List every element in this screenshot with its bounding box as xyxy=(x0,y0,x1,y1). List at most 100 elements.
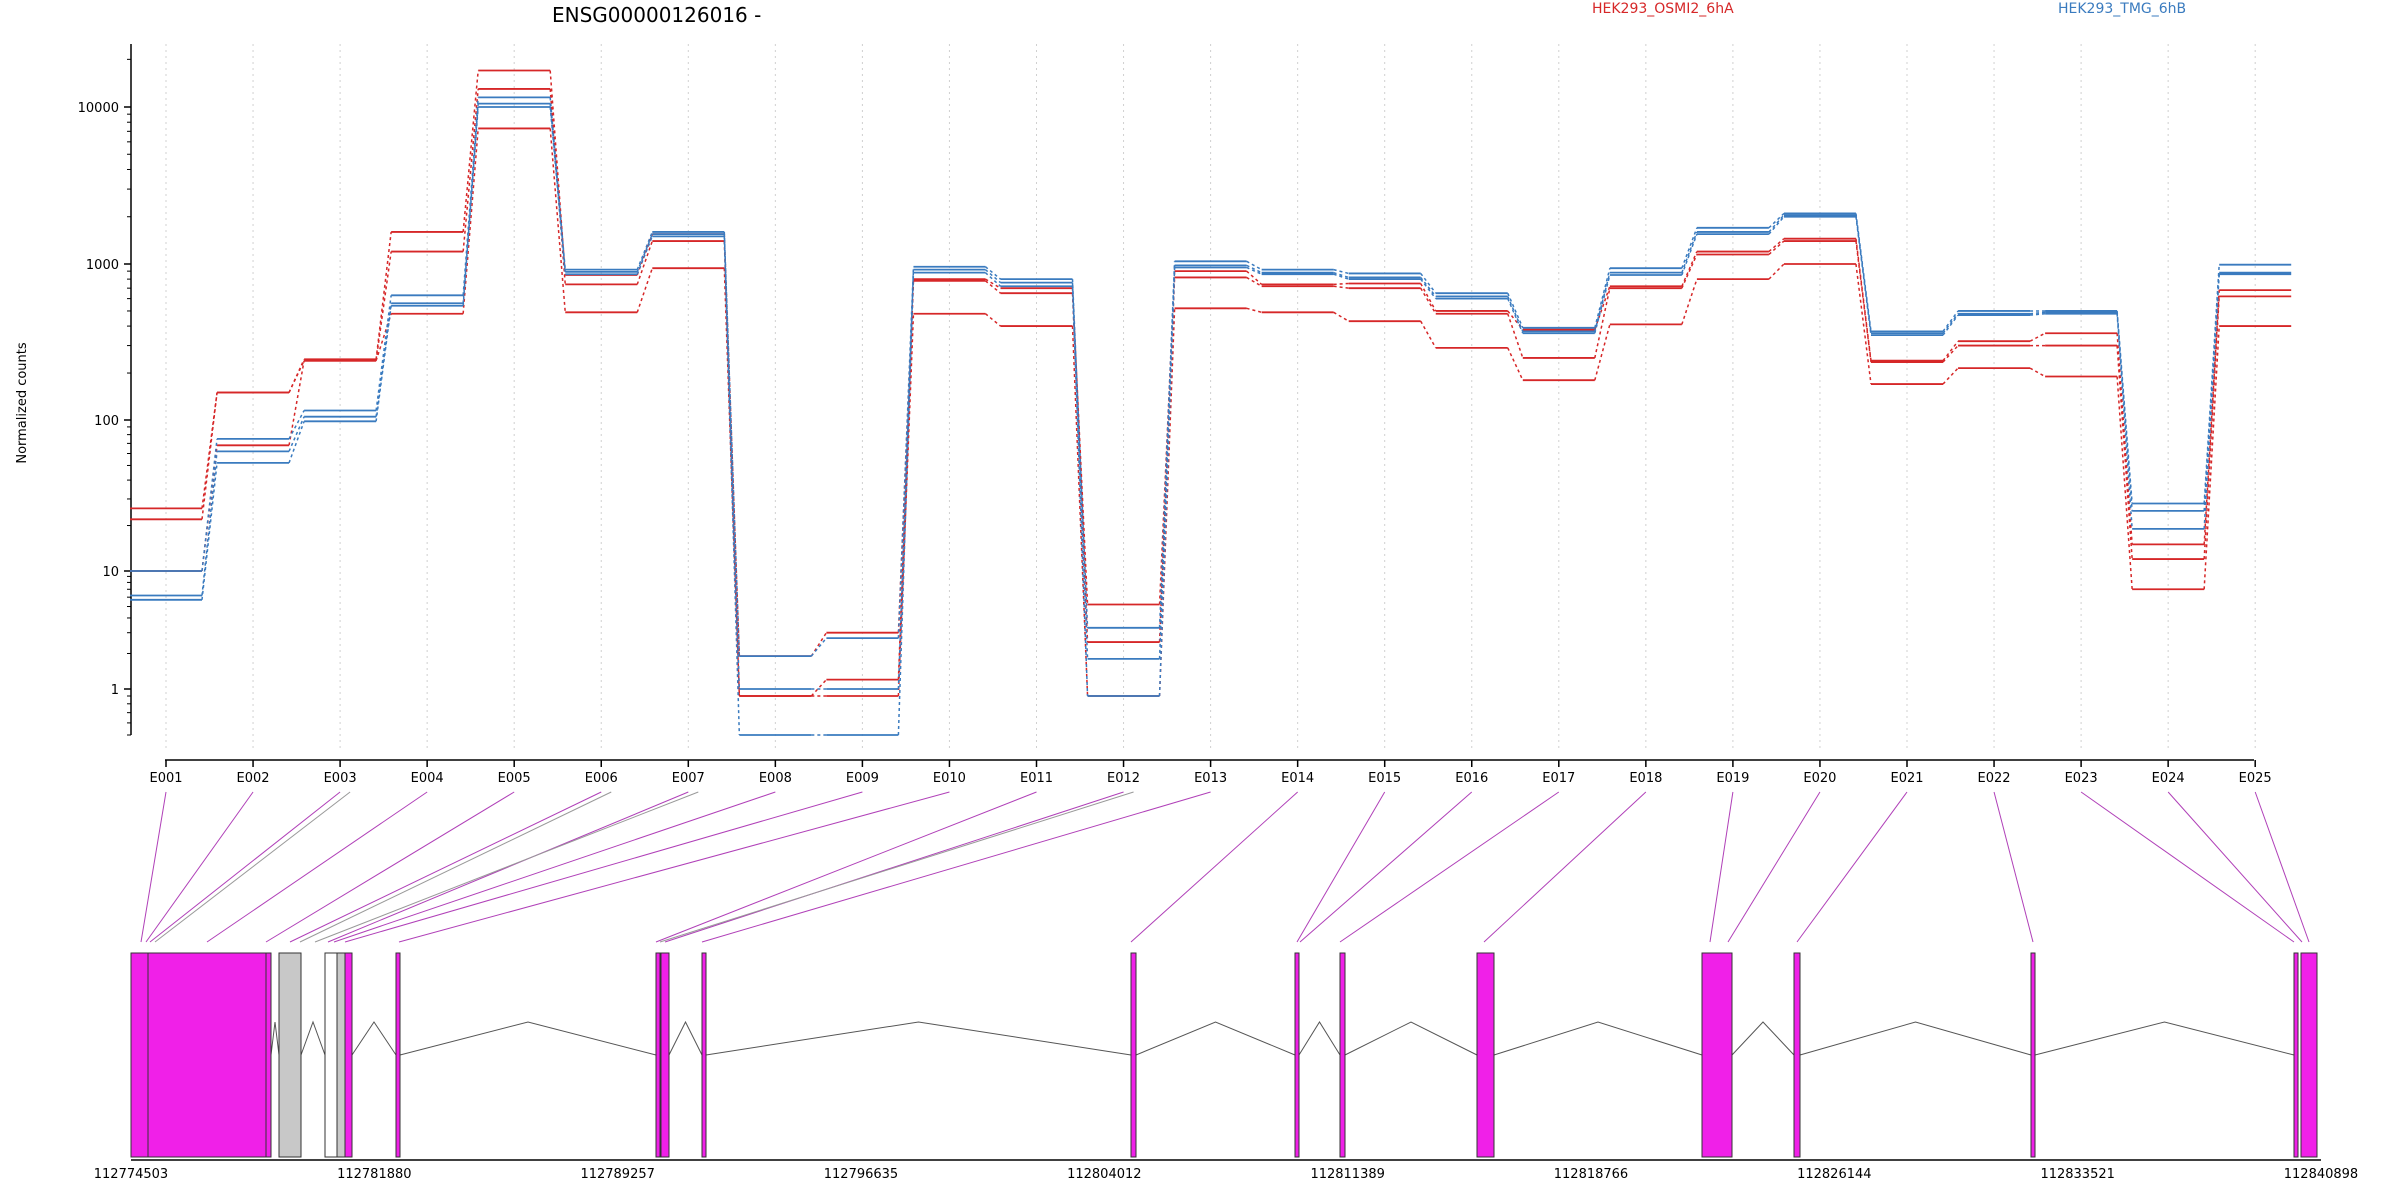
genomic-coordinate-axis: 112774503 112781880 112789257 112796635 1128… xyxy=(94,1159,2358,1182)
connector-e015 xyxy=(1296,791,1386,943)
intron-connector xyxy=(351,1021,397,1056)
x-tick-label-e023: E023 xyxy=(2065,771,2098,786)
transition-segment xyxy=(1071,279,1089,628)
transition-segment xyxy=(1681,251,1698,287)
transition-segment xyxy=(288,416,305,452)
transition-segment xyxy=(1246,260,1263,271)
transition-segment xyxy=(984,266,1001,280)
coordinate-tick-label: 112781880 xyxy=(337,1167,411,1182)
transition-segment xyxy=(1942,310,1959,332)
coordinate-tick-label: 112789257 xyxy=(580,1167,654,1182)
transition-segment xyxy=(288,360,305,446)
connector-other-feature xyxy=(314,791,699,943)
transition-segment xyxy=(1855,216,1872,336)
x-tick-label-e007: E007 xyxy=(672,771,705,786)
transition-segment xyxy=(1681,278,1698,325)
transition-segment xyxy=(1768,263,1785,280)
coordinate-tick-label: 112774503 xyxy=(94,1167,168,1182)
transition-segment xyxy=(636,236,653,275)
x-tick-label-e019: E019 xyxy=(1716,771,1749,786)
exon-block xyxy=(395,952,401,1158)
transition-segment xyxy=(723,236,741,736)
legend-entry-tmg: HEK293_TMG_6hB xyxy=(2058,1,2186,17)
connector-e001 xyxy=(140,791,167,943)
connector-e025 xyxy=(2254,791,2310,943)
transition-segment xyxy=(2116,333,2133,545)
coordinate-tick-label: 112840898 xyxy=(2284,1167,2358,1182)
transition-segment xyxy=(1333,268,1349,275)
transition-segment xyxy=(1507,313,1524,359)
y-tick-label: 10 xyxy=(102,565,119,580)
transition-segment xyxy=(1942,345,1959,363)
transition-segment xyxy=(1942,340,1959,362)
transition-segment xyxy=(1681,233,1698,276)
transition-segment xyxy=(1507,292,1524,329)
chart-title: ENSG00000126016 - xyxy=(552,3,761,27)
series-4 xyxy=(130,102,2292,690)
transition-segment xyxy=(810,637,827,657)
x-tick-label-e010: E010 xyxy=(933,771,966,786)
transition-segment xyxy=(1071,282,1089,659)
connector-e009 xyxy=(344,791,863,943)
connector-e014 xyxy=(1130,791,1298,943)
x-tick-label-e003: E003 xyxy=(324,771,357,786)
coordinate-tick-label: 112826144 xyxy=(1797,1167,1871,1182)
connector-e011 xyxy=(655,791,1037,943)
transition-segment xyxy=(375,295,392,411)
transition-segment xyxy=(897,269,915,690)
exon-block xyxy=(344,952,353,1158)
non-counted-feature-block xyxy=(278,952,302,1158)
transition-segment xyxy=(375,305,392,422)
exon-block xyxy=(660,952,670,1158)
transition-segment xyxy=(810,679,827,697)
coordinate-tick-label: 112818766 xyxy=(1554,1167,1628,1182)
connector-e023 xyxy=(2080,791,2295,943)
x-tick-label-e006: E006 xyxy=(585,771,618,786)
connector-other-feature xyxy=(659,791,1134,943)
x-axis-ticks: E001 E002 E003 E004 E005 E006 E007 E008 E009 E010… xyxy=(149,760,2272,786)
y-axis-ticks: 1 10 100 1000 10000 xyxy=(78,58,131,736)
transition-segment xyxy=(1768,216,1785,235)
x-tick-label-e024: E024 xyxy=(2152,771,2185,786)
intron-connector xyxy=(2034,1021,2295,1056)
intron-connector xyxy=(1731,1021,1795,1056)
connector-e020 xyxy=(1727,791,1821,943)
intron-connector xyxy=(1135,1021,1296,1056)
intron-connector xyxy=(705,1021,1132,1056)
exon-block xyxy=(1793,952,1801,1158)
transition-segment xyxy=(723,234,741,690)
transition-segment xyxy=(1246,264,1262,274)
y-tick-label: 1000 xyxy=(86,258,119,273)
transition-segment xyxy=(549,106,566,275)
connector-e004 xyxy=(206,791,428,943)
connector-e018 xyxy=(1483,791,1647,943)
transition-segment xyxy=(636,267,654,313)
series-5 xyxy=(130,106,2292,736)
transition-segment xyxy=(1420,276,1437,297)
transition-segment xyxy=(1942,313,1959,334)
transition-segment xyxy=(1420,287,1437,315)
transition-segment xyxy=(549,103,566,272)
transition-segment xyxy=(2029,332,2046,342)
connector-other-feature xyxy=(299,791,612,943)
connector-e022 xyxy=(1993,791,2034,943)
intron-connector xyxy=(1493,1021,1703,1056)
transition-segment xyxy=(2203,296,2220,560)
connector-e012 xyxy=(664,791,1124,943)
transition-segment xyxy=(897,272,915,736)
transition-segment xyxy=(2116,345,2133,560)
transition-segment xyxy=(1420,272,1437,294)
transition-segment xyxy=(1158,261,1176,628)
transition-segment xyxy=(1681,231,1698,273)
transition-segment xyxy=(1855,240,1872,363)
exon-block xyxy=(265,952,272,1158)
transition-segment xyxy=(288,410,305,440)
transition-segment xyxy=(2203,272,2220,511)
intron-connector xyxy=(1298,1021,1341,1056)
exon-block xyxy=(130,952,149,1158)
transition-segment xyxy=(1333,271,1349,279)
connector-e017 xyxy=(1339,791,1560,943)
transition-segment xyxy=(1768,238,1785,253)
transition-segment xyxy=(1333,273,1349,280)
transition-segment xyxy=(2203,274,2220,529)
